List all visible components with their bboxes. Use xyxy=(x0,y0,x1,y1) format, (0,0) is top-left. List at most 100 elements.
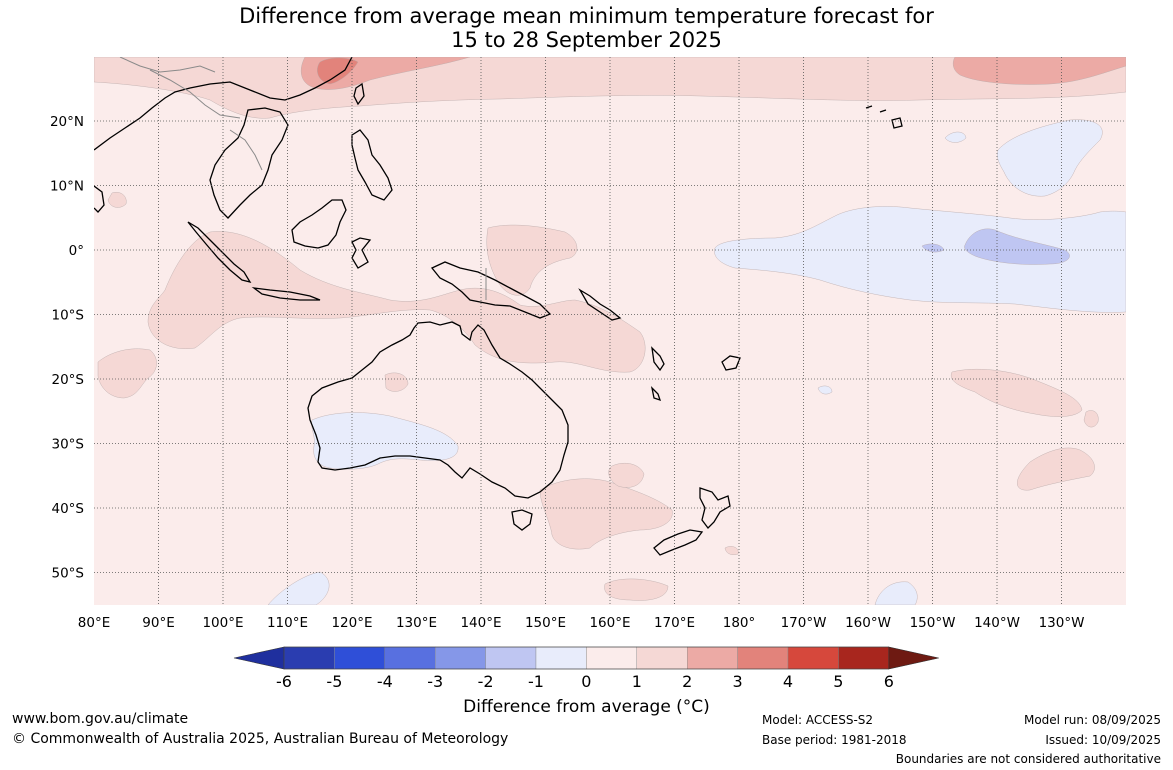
colorbar-tick-label: 5 xyxy=(833,672,843,691)
taiwan-coastline xyxy=(353,82,365,106)
colorbar-tick-label: 3 xyxy=(733,672,743,691)
java-coastline xyxy=(251,287,321,301)
x-tick-label: 130°W xyxy=(1039,615,1085,631)
cool-anomaly-southern-ocean-west xyxy=(267,571,330,605)
y-tick-label: 20°N xyxy=(50,114,84,130)
fiji-coastline xyxy=(721,355,741,371)
x-tick-label: 110°E xyxy=(267,615,308,631)
x-tick-label: 90°E xyxy=(142,615,174,631)
warm-anomaly-indian-small xyxy=(107,192,127,208)
cool-anomaly-southern-ocean-east xyxy=(874,581,918,605)
y-tick-label: 10°N xyxy=(50,179,84,195)
x-tick-label: 100°E xyxy=(202,615,243,631)
colorbar-segment xyxy=(435,646,486,670)
indochina-coastline xyxy=(209,107,289,219)
x-tick-label: 160°E xyxy=(589,615,630,631)
cool-anomaly-central-pacific xyxy=(714,206,1126,313)
colorbar-segment xyxy=(283,646,335,670)
x-tick-label: 140°W xyxy=(974,615,1020,631)
colorbar-segment xyxy=(838,646,890,670)
cool-anomaly-equatorial-core xyxy=(964,228,1070,265)
solomon-coastline xyxy=(578,288,622,321)
warm-anomaly-south-pacific xyxy=(950,368,1083,417)
hawaii-coastline xyxy=(865,105,903,129)
title-line-2: 15 to 28 September 2025 xyxy=(451,28,722,52)
colorbar-title: Difference from average (°C) xyxy=(463,697,710,717)
colorbar-tick-label: 6 xyxy=(884,672,894,691)
colorbar-tick-label: -3 xyxy=(427,672,443,691)
x-tick-label: 160°W xyxy=(845,615,891,631)
copyright-text: © Commonwealth of Australia 2025, Austra… xyxy=(12,731,509,747)
base-period: Base period: 1981-2018 xyxy=(762,733,907,747)
new-caledonia-coastline xyxy=(651,346,665,372)
new-zealand-south-coastline xyxy=(653,529,704,556)
new-zealand-north-coastline xyxy=(699,487,731,529)
tasmania-coastline xyxy=(511,509,533,531)
sulawesi-coastline xyxy=(351,237,372,269)
warm-anomaly-tasman xyxy=(539,478,673,550)
sri-lanka-coastline xyxy=(94,185,105,213)
y-tick-label: 50°S xyxy=(52,566,85,582)
colorbar-extend-low xyxy=(233,646,285,670)
colorbar-segment xyxy=(586,646,638,670)
colorbar-tick-label: -6 xyxy=(276,672,292,691)
vanuatu-coastline xyxy=(650,386,662,402)
political-borders xyxy=(119,57,487,300)
x-tick-label: 150°W xyxy=(910,615,956,631)
colorbar-segment xyxy=(485,646,537,670)
warm-anomaly-southern-ocean xyxy=(604,578,669,601)
website-link[interactable]: www.bom.gov.au/climate xyxy=(12,711,189,727)
warm-anomaly-tasman-north xyxy=(608,463,645,488)
warm-anomaly-north-pacific xyxy=(952,57,1126,85)
colorbar-extend-high xyxy=(888,646,939,670)
philippines-coastline xyxy=(351,129,393,201)
colorbar-tick-label: 2 xyxy=(682,672,692,691)
cool-anomaly-south-pacific-small xyxy=(817,385,833,395)
model-run-date: Model run: 08/09/2025 xyxy=(1023,713,1161,727)
colorbar-tick-label: -2 xyxy=(478,672,494,691)
colorbar-tick-label: 0 xyxy=(581,672,591,691)
colorbar-segment xyxy=(636,646,688,670)
colorbar-tick-label: -5 xyxy=(326,672,342,691)
title-line-1: Difference from average mean minimum tem… xyxy=(239,4,934,28)
y-tick-label: 30°S xyxy=(52,437,85,453)
x-tick-label: 170°W xyxy=(781,615,827,631)
boundaries-disclaimer: Boundaries are not considered authoritat… xyxy=(895,752,1161,766)
colorbar-segment xyxy=(384,646,436,670)
cool-anomaly-western-australia xyxy=(311,412,459,470)
map-title: Difference from average mean minimum tem… xyxy=(0,4,1173,52)
cool-anomaly-north-pacific xyxy=(997,119,1103,197)
gridlines xyxy=(94,57,1126,605)
y-tick-label: 0° xyxy=(69,243,84,259)
y-tick-label: 40°S xyxy=(52,501,85,517)
x-tick-label: 130°E xyxy=(396,615,437,631)
new-guinea-coastline xyxy=(430,261,552,319)
issued-date: Issued: 10/09/2025 xyxy=(1045,733,1161,747)
warm-anomaly-nw-australia xyxy=(384,372,409,392)
warm-anomaly-new-zealand-south xyxy=(724,546,739,555)
australia-coastline xyxy=(307,321,569,499)
x-tick-label: 180° xyxy=(723,615,756,631)
colorbar-tick-label: 4 xyxy=(783,672,793,691)
colorbar-segment xyxy=(334,646,385,670)
sumatra-coastline xyxy=(187,221,252,284)
y-tick-label: 20°S xyxy=(52,372,85,388)
asia-coastline xyxy=(94,57,353,151)
colorbar-tick-label: -4 xyxy=(377,672,393,691)
x-tick-label: 150°E xyxy=(525,615,566,631)
x-axis-labels: 80°E 90°E 100°E 110°E 120°E 130°E 140°E 150°E 16… xyxy=(78,615,1085,631)
y-tick-label: 10°S xyxy=(52,308,85,324)
x-tick-label: 140°E xyxy=(460,615,501,631)
model-name: Model: ACCESS-S2 xyxy=(762,713,874,727)
colorbar-tick-label: -1 xyxy=(528,672,544,691)
colorbar-tick-label: 1 xyxy=(632,672,642,691)
x-tick-label: 170°E xyxy=(654,615,695,631)
cool-anomaly-small-north xyxy=(944,131,967,143)
coastlines xyxy=(94,57,903,556)
x-tick-label: 120°E xyxy=(331,615,372,631)
colorbar-segment xyxy=(687,646,738,670)
warm-anomaly-south-pacific-3 xyxy=(1083,410,1099,428)
warm-anomaly-indian-ocean xyxy=(97,348,157,399)
colorbar-segment xyxy=(787,646,839,670)
